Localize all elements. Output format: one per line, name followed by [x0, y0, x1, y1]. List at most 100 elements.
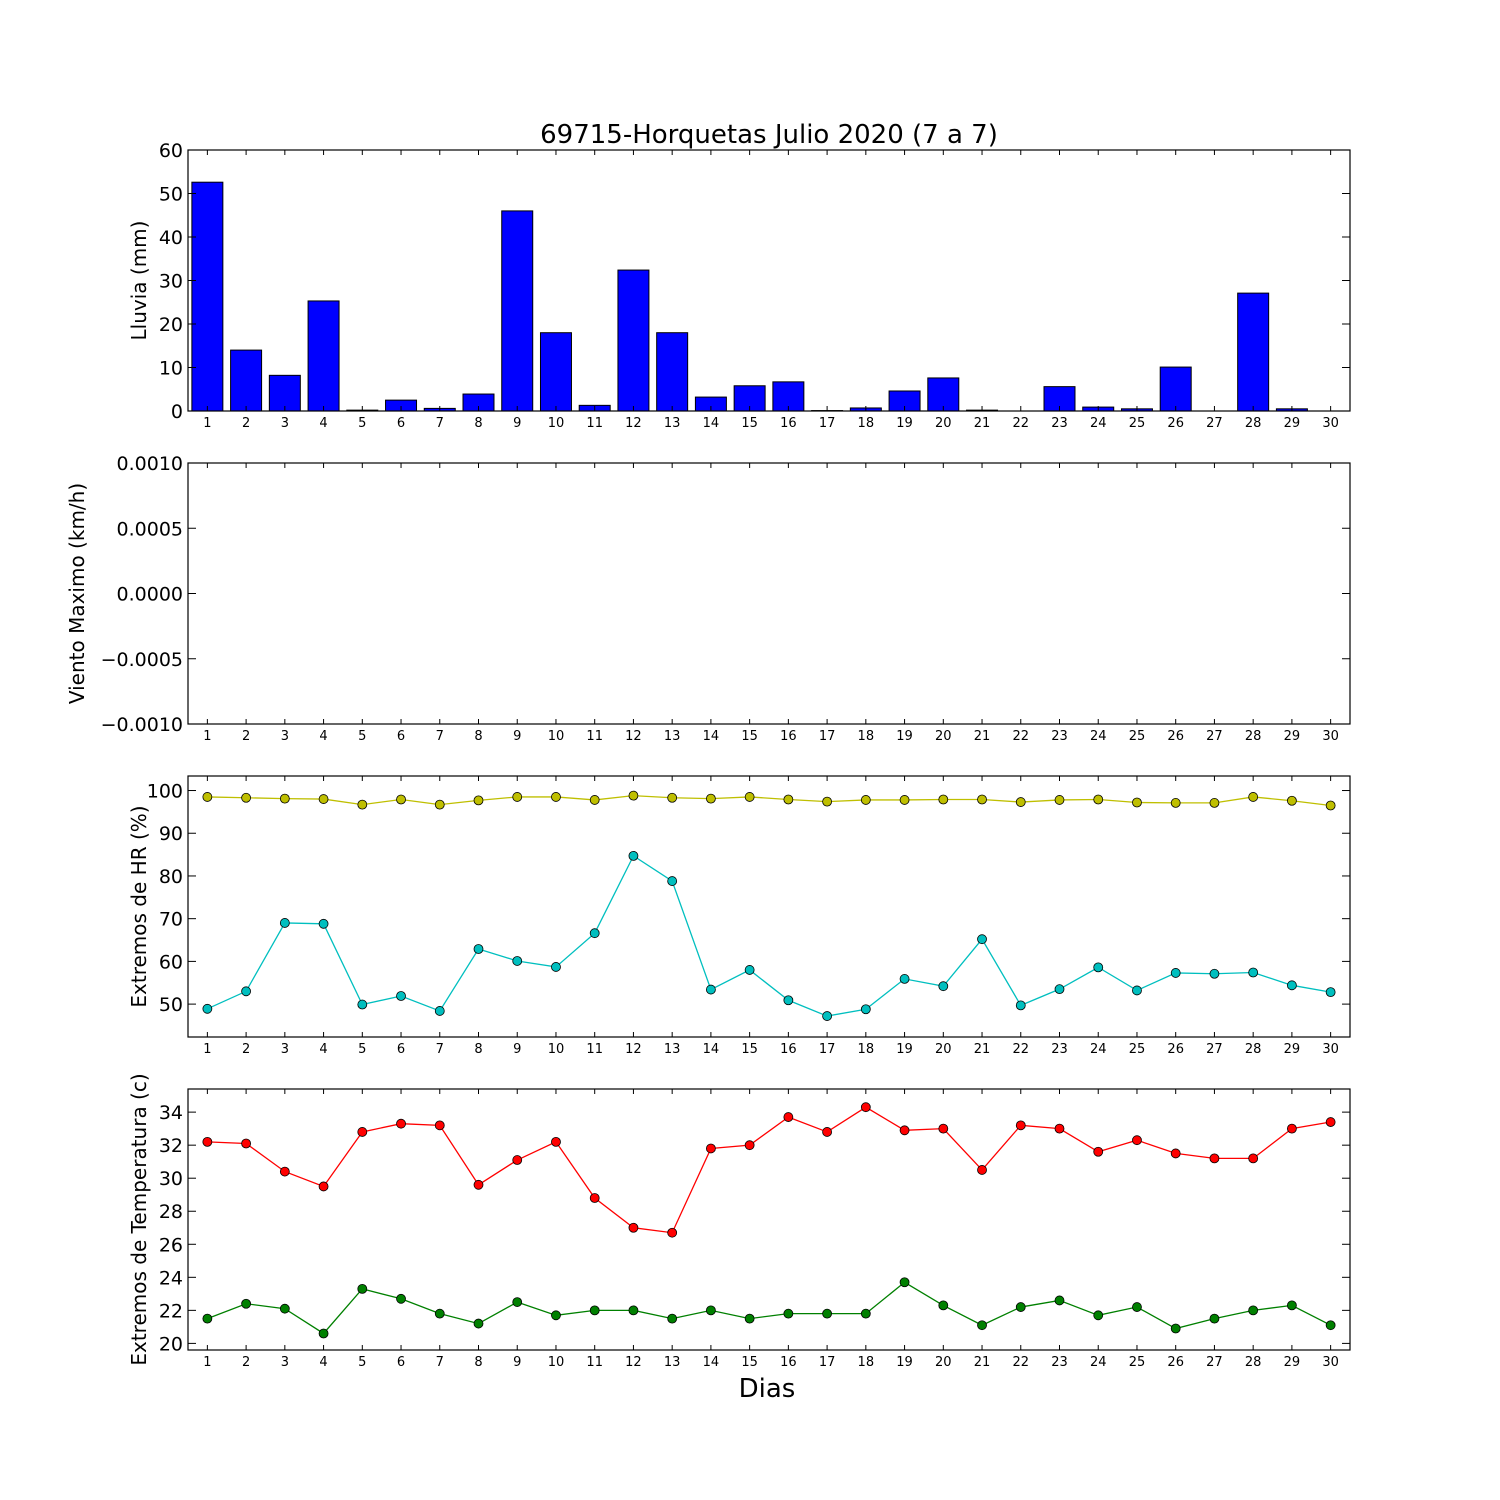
- series-2-point-day-30: [1325, 987, 1336, 998]
- x-tick-label: 30: [1322, 729, 1339, 744]
- x-tick-label: 22: [1012, 1042, 1029, 1057]
- y-axis-label: Lluvia (mm): [127, 221, 151, 341]
- x-tick-label: 19: [896, 1042, 913, 1057]
- series-2-point-day-8: [473, 944, 484, 954]
- series-2-point-day-21: [977, 1320, 987, 1331]
- bar-day-10: [539, 332, 572, 412]
- x-tick-label: 14: [703, 729, 720, 744]
- x-tick-label: 4: [319, 729, 327, 744]
- series-1-point-day-21: [977, 1165, 987, 1175]
- series-1-point-day-29: [1287, 795, 1297, 806]
- series-1-point-day-13: [667, 792, 678, 803]
- series-2-point-day-2: [241, 986, 252, 997]
- y-tick-label: 80: [159, 866, 183, 888]
- series-2-point-day-26: [1170, 1323, 1181, 1334]
- x-tick-label: 24: [1090, 416, 1107, 431]
- series-2-point-day-1: [202, 1313, 213, 1324]
- series-1-point-day-4: [318, 1181, 329, 1192]
- series-1-point-day-22: [1015, 797, 1026, 807]
- x-tick-label: 14: [703, 1042, 720, 1057]
- series-2-point-day-15: [744, 1313, 755, 1324]
- x-tick-label: 2: [242, 729, 250, 744]
- series-2-point-day-23: [1054, 1295, 1065, 1306]
- series-1-point-day-19: [899, 1125, 910, 1136]
- bar-day-1: [191, 181, 224, 412]
- series-2-point-day-25: [1132, 1302, 1142, 1312]
- series-1-point-day-11: [589, 1193, 600, 1203]
- x-tick-label: 11: [586, 1042, 603, 1057]
- series-1-point-day-3: [279, 793, 290, 804]
- y-tick-label: 40: [159, 227, 183, 249]
- x-tick-label: 18: [858, 1042, 875, 1057]
- x-tick-label: 16: [780, 729, 797, 744]
- x-tick-label: 27: [1206, 1042, 1223, 1057]
- x-tick-label: 22: [1012, 729, 1029, 744]
- y-tick-label: −0.0010: [101, 714, 183, 736]
- series-1-point-day-7: [434, 799, 445, 810]
- x-tick-label: 12: [625, 1042, 642, 1057]
- x-tick-label: 30: [1322, 416, 1339, 431]
- x-tick-label: 18: [858, 1355, 875, 1370]
- x-tick-label: 16: [780, 416, 797, 431]
- x-tick-label: 3: [281, 729, 289, 744]
- x-tick-label: 26: [1167, 1355, 1184, 1370]
- panel-2: 1 2 3 4 5 6 7 8 9 10 11 12 13 14 15 16 17 18 19 20 21 22 23 24 2…: [65, 453, 1351, 744]
- bar-day-20: [927, 377, 960, 412]
- bar-day-12: [617, 269, 650, 412]
- x-tick-label: 7: [436, 1355, 444, 1370]
- series-2-point-day-7: [434, 1006, 445, 1016]
- x-tick-label: 29: [1284, 1042, 1301, 1057]
- x-tick-label: 27: [1206, 416, 1223, 431]
- series-2-point-day-20: [938, 981, 949, 992]
- bar-day-9: [501, 210, 534, 412]
- x-tick-label: 26: [1167, 1042, 1184, 1057]
- series-1-point-day-2: [241, 792, 252, 803]
- x-tick-label: 2: [242, 416, 250, 431]
- series-2-point-day-20: [938, 1300, 949, 1311]
- x-axis-label: Dias: [739, 1374, 796, 1404]
- x-tick-label: 9: [513, 1042, 521, 1057]
- y-axis-label: Viento Maximo (km/h): [65, 483, 89, 704]
- x-tick-label: 1: [203, 1042, 211, 1057]
- series-2-point-day-11: [589, 1305, 600, 1316]
- series-2-point-day-3: [279, 918, 290, 928]
- x-tick-label: 8: [474, 729, 482, 744]
- axes-frame: [187, 775, 1351, 1038]
- series-2-point-day-4: [318, 918, 329, 929]
- x-tick-label: 16: [780, 1042, 797, 1057]
- series-2-point-day-6: [396, 1293, 406, 1304]
- series-1-point-day-19: [899, 795, 910, 805]
- x-tick-label: 21: [974, 416, 991, 431]
- series-2-point-day-6: [396, 991, 406, 1001]
- x-tick-label: 7: [436, 1042, 444, 1057]
- series-1-point-day-26: [1170, 1148, 1181, 1159]
- series-1-point-day-24: [1093, 1146, 1104, 1157]
- series-2-point-day-4: [318, 1328, 329, 1339]
- y-tick-label: 30: [159, 271, 183, 293]
- bar-day-2: [230, 349, 263, 412]
- series-1-point-day-14: [706, 793, 716, 804]
- x-tick-label: 5: [358, 1355, 366, 1370]
- series-2-point-day-24: [1093, 962, 1104, 973]
- x-tick-label: 25: [1129, 1042, 1146, 1057]
- x-tick-label: 23: [1051, 729, 1068, 744]
- series-1-point-day-23: [1054, 1123, 1065, 1134]
- x-tick-label: 17: [819, 1355, 836, 1370]
- y-tick-label: 20: [159, 1333, 183, 1355]
- x-tick-label: 3: [281, 416, 289, 431]
- series-2-point-day-21: [977, 934, 987, 945]
- series-1-point-day-11: [589, 795, 600, 805]
- x-tick-label: 18: [858, 416, 875, 431]
- x-tick-label: 15: [741, 1042, 758, 1057]
- y-tick-label: 100: [147, 781, 183, 803]
- series-2-point-day-10: [551, 962, 561, 972]
- x-tick-label: 1: [203, 416, 211, 431]
- x-tick-label: 14: [703, 1355, 720, 1370]
- series-2-point-day-30: [1325, 1320, 1336, 1331]
- series-1-point-day-6: [396, 1118, 406, 1129]
- series-1-point-day-12: [628, 790, 639, 801]
- series-2-point-day-28: [1248, 967, 1259, 978]
- x-tick-label: 10: [548, 416, 565, 431]
- x-tick-label: 28: [1245, 1042, 1262, 1057]
- y-axis-label: Extremos de HR (%): [127, 805, 151, 1007]
